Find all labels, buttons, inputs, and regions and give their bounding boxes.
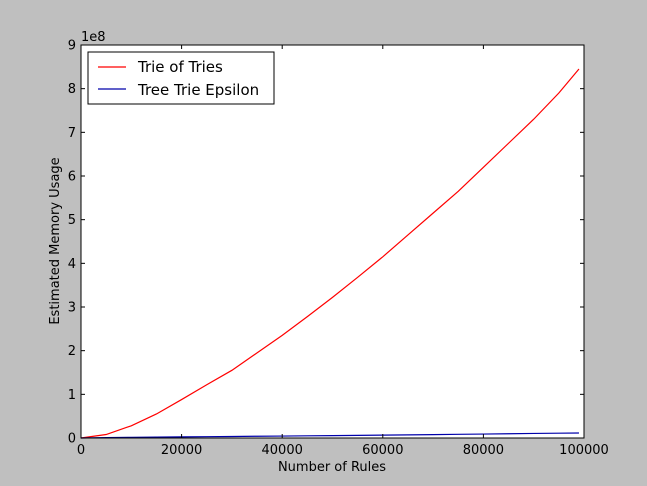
x-tick-label: 0 bbox=[77, 443, 85, 458]
x-axis-ticks: 0 20000 40000 60000 80000 100000 bbox=[77, 45, 609, 458]
y-tick-label: 4 bbox=[68, 257, 76, 272]
x-tick-label: 60000 bbox=[362, 443, 403, 458]
y-tick-label: 2 bbox=[68, 344, 76, 359]
plot-frame bbox=[80, 44, 585, 439]
legend-label-trie-of-tries: Trie of Tries bbox=[137, 58, 223, 76]
series-layer bbox=[80, 68, 580, 439]
x-tick-label: 20000 bbox=[161, 443, 202, 458]
y-axis-label: Estimated Memory Usage bbox=[48, 157, 63, 324]
y-tick-label: 5 bbox=[68, 213, 76, 228]
y-tick-label: 3 bbox=[68, 301, 76, 316]
y-tick-label: 1 bbox=[68, 388, 76, 403]
x-tick-label: 100000 bbox=[559, 443, 609, 458]
x-axis-label: Number of Rules bbox=[278, 460, 386, 475]
series-line-trie-of-tries bbox=[80, 68, 580, 439]
y-tick-label: 7 bbox=[68, 126, 76, 141]
x-tick-label: 80000 bbox=[463, 443, 504, 458]
y-tick-label: 0 bbox=[68, 432, 76, 447]
plot-area bbox=[81, 45, 584, 438]
series-line-tree-trie-epsilon bbox=[80, 432, 579, 439]
y-tick-label: 8 bbox=[68, 82, 76, 97]
legend: Trie of Tries Tree Trie Epsilon bbox=[87, 51, 275, 105]
y-offset-label: 1e8 bbox=[81, 30, 106, 45]
y-axis-ticks: 0 1 2 3 4 5 6 7 8 9 bbox=[68, 39, 584, 447]
y-tick-label: 9 bbox=[68, 39, 76, 54]
y-tick-label: 6 bbox=[68, 170, 76, 185]
x-tick-label: 40000 bbox=[262, 443, 303, 458]
legend-box bbox=[87, 51, 275, 105]
legend-label-tree-trie-epsilon: Tree Trie Epsilon bbox=[137, 81, 259, 99]
